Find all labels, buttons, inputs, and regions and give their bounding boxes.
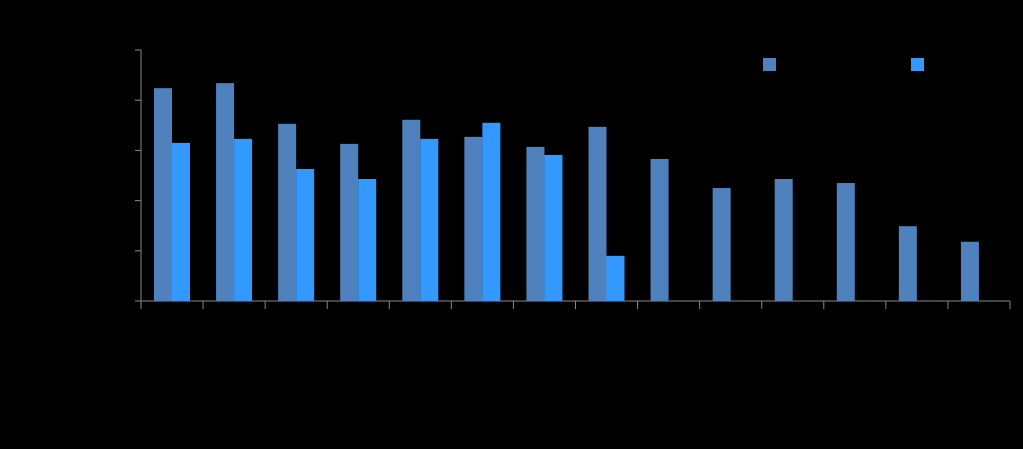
y-tick-label: 5 [124, 42, 131, 56]
bar [898, 226, 917, 301]
legend-swatch [911, 58, 924, 71]
legend-swatch [763, 58, 776, 71]
bar [960, 241, 979, 301]
bar [712, 188, 731, 301]
bar [526, 146, 545, 301]
bar [340, 143, 359, 301]
bar [650, 158, 669, 301]
bar [588, 126, 607, 301]
y-tick-label: 4 [124, 92, 131, 106]
bar [482, 122, 501, 301]
bar [774, 179, 793, 301]
bar [420, 138, 439, 301]
bar [358, 179, 377, 301]
bar [216, 83, 235, 301]
bar [234, 138, 253, 301]
bar [836, 183, 855, 301]
y-tick-label: 0 [124, 293, 131, 307]
y-tick-label: 2 [124, 193, 131, 207]
bar [606, 255, 625, 301]
bar [154, 88, 172, 301]
y-tick-label: 1 [124, 243, 131, 257]
bar [402, 119, 421, 301]
bar [278, 123, 297, 301]
bar [464, 136, 483, 301]
bar [172, 142, 190, 301]
y-tick-label: 3 [124, 143, 131, 157]
bar [544, 154, 563, 301]
bar [296, 168, 315, 301]
